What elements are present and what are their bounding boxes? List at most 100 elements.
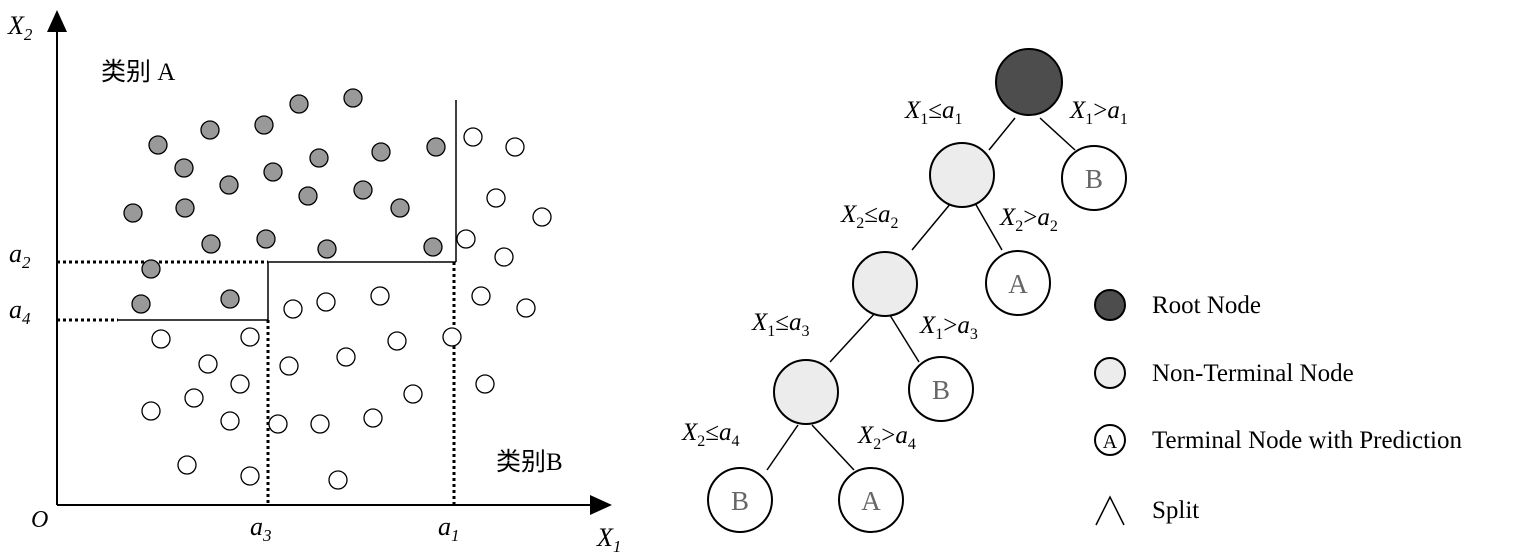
terminal-label-b-2: B [932, 375, 950, 405]
terminal-node-b-2 [908, 356, 974, 422]
legend-terminal-label: Terminal Node with Prediction [1152, 427, 1462, 454]
terminal-node-a-2 [838, 467, 904, 533]
terminal-label-b-1: B [1085, 164, 1103, 194]
class-a-point [426, 137, 446, 157]
class-b-point [177, 455, 197, 475]
legend: Root Node Non-Terminal Node A Terminal N… [1094, 289, 1462, 526]
edge-label-x2-gt-a2: X2>a2 [999, 204, 1058, 235]
legend-terminal-icon-letter: A [1103, 431, 1118, 453]
edge-n3-t5 [811, 424, 855, 471]
edge-label-x1-le-a3: X1≤a3 [751, 309, 810, 340]
root-node [995, 48, 1063, 116]
class-b-point [463, 127, 483, 147]
partition-plot: X2 X1 O a2 a4 a3 a1 类别 A 类别B [7, 10, 621, 556]
nonterminal-node-x2-a4 [773, 359, 839, 425]
class-b-point [230, 374, 250, 394]
class-b-point [279, 356, 299, 376]
edge-label-x1-le-a1: X1≤a1 [904, 97, 963, 128]
class-b-point [240, 466, 260, 486]
edge-label-x2-gt-a4: X2>a4 [857, 422, 916, 453]
class-a-point [390, 198, 410, 218]
class-a-point [131, 294, 151, 314]
class-b-point [310, 414, 330, 434]
class-a-point [298, 186, 318, 206]
edge-root-t1 [1039, 117, 1076, 151]
class-a-point [123, 203, 143, 223]
legend-nonterminal-icon [1094, 357, 1126, 389]
edge-n1-t2 [974, 202, 1003, 251]
terminal-label-b-3: B [731, 486, 749, 516]
class-a-point [219, 175, 239, 195]
class-a-point [175, 198, 195, 218]
edge-label-x2-le-a4: X2≤a4 [681, 419, 740, 450]
class-b-label: 类别B [496, 448, 563, 476]
edge-label-x1-gt-a1: X1>a1 [1069, 97, 1128, 128]
edge-root-n1 [988, 117, 1016, 151]
class-b-point [268, 414, 288, 434]
class-a-point [309, 148, 329, 168]
decision-tree: B A B B A X1≤a1 X1>a1 X2≤a2 X2>a2 X1≤a3 … [681, 48, 1128, 533]
class-b-point [220, 411, 240, 431]
class-a-point [148, 135, 168, 155]
class-a-point [254, 115, 274, 135]
x-axis-label: X1 [596, 523, 621, 556]
class-a-point [371, 142, 391, 162]
edge-n2-t3 [887, 311, 920, 363]
class-a-label: 类别 A [101, 58, 175, 86]
legend-terminal-icon [1094, 424, 1126, 456]
class-b-point [240, 327, 260, 347]
class-b-point [198, 354, 218, 374]
class-a-point [220, 289, 240, 309]
class-a-point [317, 239, 337, 259]
class-b-point [516, 298, 536, 318]
class-b-point [494, 247, 514, 267]
class-b-point [283, 299, 303, 319]
class-a-point [263, 162, 283, 182]
class-b-point [532, 207, 552, 227]
legend-root-label: Root Node [1152, 292, 1261, 319]
class-a-point [423, 237, 443, 257]
tick-label-a2: a2 [9, 239, 31, 272]
class-b-point [316, 292, 336, 312]
nonterminal-node-x2-a2 [929, 142, 995, 208]
class-a-point [353, 180, 373, 200]
class-b-point [328, 470, 348, 490]
legend-split-icon [1095, 495, 1125, 526]
terminal-node-b-1 [1061, 145, 1127, 211]
edge-label-x2-le-a2: X2≤a2 [840, 201, 899, 232]
legend-split-label: Split [1152, 497, 1199, 524]
class-a-point [201, 234, 221, 254]
nonterminal-node-x1-a3 [852, 251, 918, 317]
class-b-points [141, 127, 552, 490]
class-b-point [456, 229, 476, 249]
class-b-point [363, 408, 383, 428]
tick-label-a3: a3 [250, 512, 272, 545]
class-b-point [141, 401, 161, 421]
terminal-node-a-1 [985, 250, 1051, 316]
class-b-point [442, 327, 462, 347]
class-a-point [141, 259, 161, 279]
class-b-point [475, 374, 495, 394]
class-a-points [123, 88, 446, 314]
edge-label-x1-gt-a3: X1>a3 [919, 312, 978, 343]
edge-n3-t4 [766, 424, 799, 471]
terminal-label-a-1: A [1008, 269, 1028, 299]
class-b-point [403, 384, 423, 404]
class-b-point [184, 388, 204, 408]
class-a-point [200, 120, 220, 140]
class-b-point [471, 286, 491, 306]
class-b-point [370, 286, 390, 306]
legend-nonterminal-label: Non-Terminal Node [1152, 360, 1354, 387]
terminal-node-b-3 [707, 467, 773, 533]
class-a-point [289, 94, 309, 114]
edge-n1-n2 [911, 202, 952, 251]
class-b-point [505, 137, 525, 157]
class-b-point [336, 347, 356, 367]
class-a-point [256, 229, 276, 249]
tick-label-a1: a1 [438, 512, 460, 545]
class-b-point [387, 331, 407, 351]
class-b-point [151, 329, 171, 349]
tick-label-a4: a4 [9, 295, 31, 328]
y-axis-label: X2 [7, 11, 33, 44]
